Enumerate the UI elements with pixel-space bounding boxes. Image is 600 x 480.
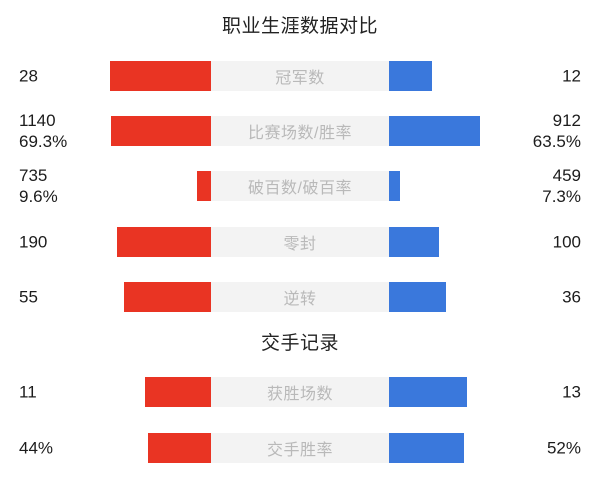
section-title-head-to-head: 交手记录 [260, 333, 339, 354]
stat-label: 交手胜率 [266, 442, 333, 459]
value-line: 459 [552, 166, 581, 185]
value-line: 12 [562, 66, 581, 86]
left-player-value: 1140 69.3% [19, 110, 67, 152]
right-player-value: 459 7.3% [542, 165, 581, 207]
left-player-bar [147, 433, 211, 463]
stat-row: 735 9.6% 破百数/破百率 459 7.3% [0, 166, 600, 206]
stat-label-track: 破百数/破百率 [211, 171, 389, 201]
value-line: 9.6% [19, 187, 58, 206]
right-player-bar [389, 282, 446, 312]
value-line: 735 [19, 166, 48, 185]
stat-row: 44% 交手胜率 52% [0, 433, 600, 463]
stat-row: 28 冠军数 12 [0, 61, 600, 91]
right-player-value: 36 [562, 287, 581, 308]
stat-label: 逆转 [283, 291, 317, 308]
left-player-value: 190 [19, 232, 47, 253]
left-player-value: 11 [19, 382, 37, 403]
value-line: 1140 [19, 111, 56, 130]
right-player-value: 13 [562, 382, 581, 403]
right-player-value: 100 [553, 232, 581, 253]
stat-label: 零封 [283, 236, 317, 253]
value-line: 13 [562, 382, 581, 402]
left-player-bar [197, 171, 211, 201]
left-player-bar [145, 377, 211, 407]
left-player-value: 28 [19, 66, 38, 87]
right-player-bar [389, 61, 433, 91]
value-line: 11 [19, 382, 37, 402]
stat-label: 比赛场数/胜率 [248, 125, 352, 142]
value-line: 36 [562, 287, 581, 307]
stat-row: 11 获胜场数 13 [0, 377, 600, 407]
right-player-bar [389, 227, 439, 257]
value-line: 190 [19, 232, 48, 252]
left-player-bar [110, 61, 211, 91]
stat-row: 55 逆转 36 [0, 282, 600, 312]
stat-label: 破百数/破百率 [248, 180, 352, 197]
stat-row: 190 零封 100 [0, 227, 600, 257]
value-line: 52% [546, 438, 581, 458]
right-player-bar [389, 171, 400, 201]
stat-label-track: 冠军数 [211, 61, 389, 91]
right-player-value: 912 63.5% [533, 110, 581, 152]
right-player-bar [389, 377, 467, 407]
stat-label-track: 获胜场数 [211, 377, 389, 407]
value-line: 7.3% [542, 187, 581, 206]
stat-label-track: 逆转 [211, 282, 389, 312]
value-line: 44% [19, 438, 54, 458]
stat-row: 1140 69.3% 比赛场数/胜率 912 63.5% [0, 111, 600, 151]
stat-label-track: 比赛场数/胜率 [211, 116, 389, 146]
value-line: 100 [552, 232, 581, 252]
value-line: 28 [19, 66, 38, 86]
value-line: 63.5% [532, 132, 581, 151]
right-player-value: 12 [562, 66, 581, 87]
left-player-value: 735 9.6% [19, 165, 58, 207]
left-player-value: 44% [19, 438, 53, 459]
value-line: 912 [552, 111, 581, 130]
value-line: 55 [19, 287, 38, 307]
left-player-bar [124, 282, 211, 312]
section-title-career: 职业生涯数据对比 [221, 16, 378, 37]
right-player-bar [389, 116, 481, 146]
value-line: 69.3% [19, 132, 68, 151]
stat-label-track: 交手胜率 [211, 433, 389, 463]
left-player-bar [116, 227, 211, 257]
right-player-bar [389, 433, 464, 463]
stat-label: 获胜场数 [266, 386, 333, 403]
stat-label-track: 零封 [211, 227, 389, 257]
left-player-bar [111, 116, 211, 146]
left-player-value: 55 [19, 287, 38, 308]
stat-label: 冠军数 [275, 70, 325, 87]
right-player-value: 52% [547, 438, 581, 459]
